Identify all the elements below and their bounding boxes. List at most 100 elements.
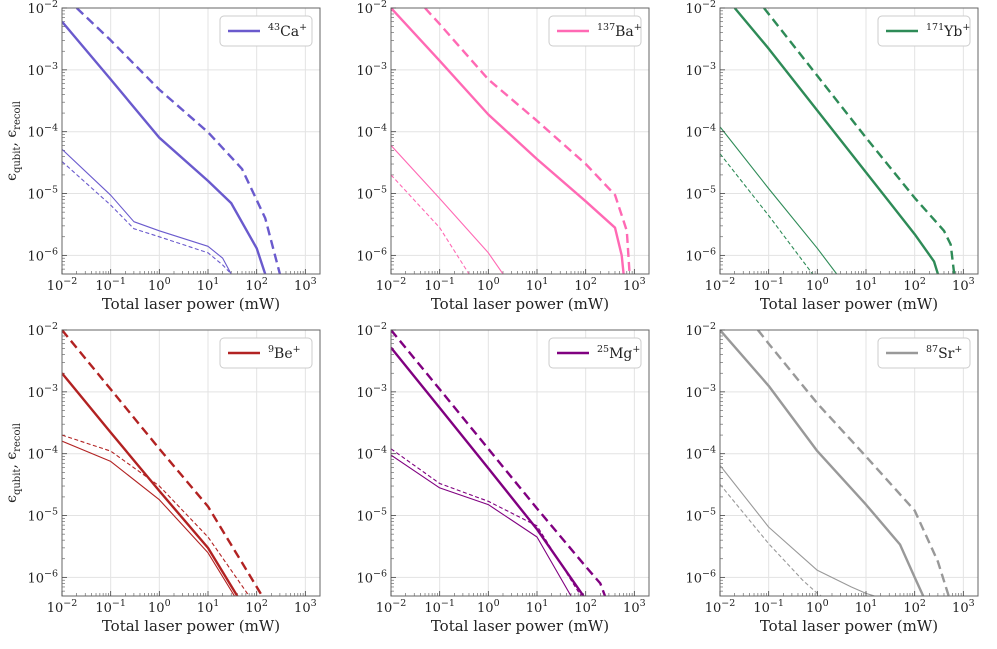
x-tick-label: 101 (855, 598, 878, 616)
legend: 25Mg+ (548, 337, 642, 369)
y-tick-label: 10−4 (356, 445, 387, 463)
series-line-4 (391, 448, 582, 596)
x-axis-label: Total laser power (mW) (102, 295, 280, 313)
y-tick-label: 10−4 (685, 445, 716, 463)
x-tick-label: 103 (623, 276, 646, 294)
subplot-be: 10−2 10−1 100 101 102 103 10−6 10−5 10−4 10−3 10−2… (4, 321, 321, 635)
x-tick-label: 10−2 (376, 276, 407, 294)
minor-ticks (62, 10, 321, 275)
series-line-4 (62, 161, 232, 274)
x-axis-label: Total laser power (mW) (102, 617, 280, 635)
series-line-4 (720, 483, 822, 596)
x-tick-label: 101 (526, 598, 549, 616)
x-tick-label: 103 (294, 598, 317, 616)
x-tick-label: 102 (245, 598, 268, 616)
series-line-1 (391, 8, 625, 274)
gridlines (61, 7, 320, 274)
series-line-3 (720, 464, 875, 596)
subplot-mg: 10−2 10−1 100 101 102 103 10−6 10−5 10−4 10−3 10−2… (356, 321, 650, 635)
legend-box (877, 337, 971, 369)
series-line-2 (424, 8, 631, 274)
x-tick-label: 103 (952, 276, 975, 294)
legend-label: 25Mg+ (597, 344, 640, 362)
series-line-1 (720, 330, 925, 596)
y-tick-label: 10−4 (27, 123, 58, 141)
series-line-2 (756, 330, 950, 596)
axes-frame (719, 7, 979, 275)
y-axis-label: ϵqubit, ϵrecoil (4, 101, 23, 181)
series-line-1 (733, 8, 940, 274)
x-tick-label: 102 (903, 598, 926, 616)
x-tick-label: 102 (574, 276, 597, 294)
legend-label: 171Yb+ (926, 22, 970, 40)
axes-frame (390, 329, 650, 597)
x-tick-label: 101 (197, 598, 220, 616)
series-line-3 (62, 148, 232, 274)
legend-label: 9Be+ (268, 344, 301, 362)
series-line-3 (720, 126, 838, 274)
x-tick-label: 10−1 (424, 598, 455, 616)
series-group (62, 330, 264, 596)
series-group (391, 330, 607, 596)
x-tick-label: 102 (245, 276, 268, 294)
series-line-4 (62, 434, 250, 596)
x-tick-label: 103 (952, 598, 975, 616)
x-tick-label: 10−1 (753, 598, 784, 616)
x-tick-label: 103 (623, 598, 646, 616)
y-tick-label: 10−5 (356, 507, 387, 525)
series-line-1 (391, 346, 585, 596)
gridlines (390, 329, 649, 596)
series-group (720, 330, 950, 596)
series-line-3 (391, 454, 572, 596)
x-tick-label: 102 (903, 276, 926, 294)
series-line-1 (62, 372, 239, 596)
y-tick-label: 10−6 (685, 246, 716, 264)
legend: 171Yb+ (877, 15, 971, 47)
x-tick-label: 100 (477, 598, 500, 616)
gridlines (719, 329, 978, 596)
x-tick-label: 101 (197, 276, 220, 294)
x-tick-label: 100 (806, 276, 829, 294)
minor-ticks (720, 332, 979, 597)
x-tick-label: 10−2 (705, 598, 736, 616)
subplot-yb: 10−2 10−1 100 101 102 103 10−6 10−5 10−4 10−3 10−2… (685, 0, 979, 313)
y-tick-label: 10−2 (356, 321, 387, 339)
x-tick-label: 10−2 (705, 276, 736, 294)
x-tick-label: 100 (148, 598, 171, 616)
x-tick-label: 102 (574, 598, 597, 616)
legend-label: 87Sr+ (926, 344, 962, 362)
series-line-2 (763, 8, 956, 274)
y-tick-label: 10−6 (27, 568, 58, 586)
x-axis-label: Total laser power (mW) (760, 617, 938, 635)
series-line-4 (391, 174, 470, 274)
y-tick-label: 10−2 (685, 321, 716, 339)
x-tick-label: 103 (294, 276, 317, 294)
series-line-2 (391, 330, 607, 596)
x-tick-label: 100 (148, 276, 171, 294)
x-tick-label: 101 (526, 276, 549, 294)
legend-box (548, 337, 642, 369)
y-tick-label: 10−4 (27, 445, 58, 463)
gridlines (61, 329, 320, 596)
y-tick-label: 10−6 (356, 246, 387, 264)
y-tick-label: 10−2 (27, 0, 58, 17)
legend: 137Ba+ (548, 15, 642, 47)
y-tick-label: 10−4 (685, 123, 716, 141)
y-axis-label: ϵqubit, ϵrecoil (4, 423, 23, 503)
legend: 9Be+ (219, 337, 313, 369)
legend: 87Sr+ (877, 337, 971, 369)
series-line-4 (720, 153, 814, 274)
y-tick-label: 10−5 (27, 185, 58, 203)
axes-frame (719, 329, 979, 597)
x-tick-label: 101 (855, 276, 878, 294)
y-tick-label: 10−2 (685, 0, 716, 17)
x-axis-label: Total laser power (mW) (431, 295, 609, 313)
legend: 43Ca+ (219, 15, 313, 47)
legend-label: 137Ba+ (597, 22, 642, 40)
legend-box (877, 15, 971, 47)
minor-ticks (391, 332, 650, 597)
y-tick-label: 10−5 (685, 185, 716, 203)
gridlines (390, 7, 649, 274)
y-tick-label: 10−3 (27, 383, 58, 401)
